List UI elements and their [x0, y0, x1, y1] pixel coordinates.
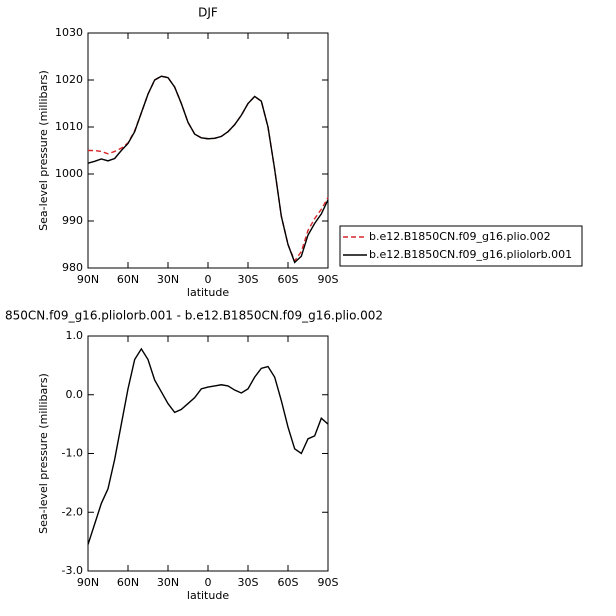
x-tick-label: 90S — [318, 576, 339, 589]
y-tick-label: -3.0 — [62, 564, 83, 577]
series-line — [88, 75, 329, 263]
plot-frame — [87, 335, 329, 572]
plot-frame — [87, 32, 329, 269]
x-tick-label: 0 — [205, 576, 212, 589]
x-axis-label: latitude — [187, 589, 229, 602]
y-tick-label: 1020 — [55, 73, 83, 86]
legend-box — [339, 225, 583, 267]
y-tick-label: 0.0 — [66, 388, 84, 401]
x-tick-label: 0 — [205, 273, 212, 286]
y-tick-label: 1030 — [55, 26, 83, 39]
legend-label: b.e12.B1850CN.f09_g16.plio.002 — [369, 230, 551, 243]
y-tick-label: 1.0 — [66, 329, 84, 342]
x-tick-label: 60S — [278, 273, 299, 286]
y-tick-label: -1.0 — [62, 447, 83, 460]
y-tick-label: 1010 — [55, 120, 83, 133]
series-line — [87, 75, 329, 264]
y-axis-label: Sea-level pressure (millibars) — [37, 373, 50, 534]
x-tick-label: 60S — [278, 576, 299, 589]
legend-label: b.e12.B1850CN.f09_g16.pliolorb.001 — [369, 248, 572, 261]
x-tick-label: 60N — [117, 273, 139, 286]
y-tick-label: 990 — [62, 214, 83, 227]
x-tick-label: 30N — [157, 273, 179, 286]
y-tick-label: -2.0 — [62, 505, 83, 518]
x-tick-label: 60N — [117, 576, 139, 589]
x-tick-label: 30S — [238, 273, 259, 286]
y-tick-label: 980 — [62, 261, 83, 274]
x-tick-label: 30S — [238, 576, 259, 589]
x-tick-label: 90N — [77, 273, 99, 286]
chart-title: DJF — [198, 6, 218, 20]
y-tick-label: 1000 — [55, 167, 83, 180]
chart-title: 850CN.f09_g16.pliolorb.001 - b.e12.B1850… — [5, 309, 383, 323]
x-tick-label: 90N — [77, 576, 99, 589]
x-tick-label: 30N — [157, 576, 179, 589]
y-axis-label: Sea-level pressure (millibars) — [37, 70, 50, 231]
x-axis-label: latitude — [187, 286, 229, 299]
x-tick-label: 90S — [318, 273, 339, 286]
series-line — [87, 347, 329, 545]
